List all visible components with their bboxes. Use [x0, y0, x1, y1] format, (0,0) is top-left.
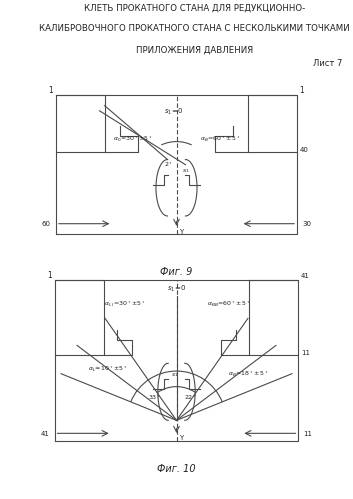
- Text: Фиг. 9: Фиг. 9: [160, 267, 193, 277]
- Text: $2^\circ$: $2^\circ$: [164, 160, 173, 169]
- Text: $\alpha_0\!=\!30^\circ\!\pm\!5^\circ$: $\alpha_0\!=\!30^\circ\!\pm\!5^\circ$: [113, 135, 153, 145]
- Text: 11: 11: [304, 431, 313, 437]
- Text: Y: Y: [179, 435, 183, 441]
- Text: 1: 1: [47, 270, 52, 279]
- Text: $\alpha_{BB}\!=\!60^\circ\!\pm\!5^\circ$: $\alpha_{BB}\!=\!60^\circ\!\pm\!5^\circ$: [207, 299, 250, 309]
- Text: Фиг. 10: Фиг. 10: [157, 465, 196, 475]
- Text: 1: 1: [300, 86, 304, 95]
- Text: ПРИЛОЖЕНИЯ ДАВЛЕНИЯ: ПРИЛОЖЕНИЯ ДАВЛЕНИЯ: [136, 45, 253, 54]
- Text: 11: 11: [301, 350, 310, 356]
- Text: $s_1$: $s_1$: [171, 371, 179, 379]
- Text: Лист 7: Лист 7: [313, 59, 342, 68]
- Text: $\alpha_L\!\approx\!10^\circ\!\pm\!5^\circ$: $\alpha_L\!\approx\!10^\circ\!\pm\!5^\ci…: [88, 364, 128, 374]
- Text: $s_1\!=\!0$: $s_1\!=\!0$: [167, 283, 186, 294]
- Text: 40: 40: [300, 147, 309, 153]
- Text: 41: 41: [301, 272, 310, 278]
- Text: $s_1\!=\!0$: $s_1\!=\!0$: [164, 106, 184, 117]
- Text: $\alpha_B\!=\!60^\circ\!\pm\!5^\circ$: $\alpha_B\!=\!60^\circ\!\pm\!5^\circ$: [200, 135, 240, 145]
- Text: $33^\circ$: $33^\circ$: [148, 393, 161, 402]
- Text: 41: 41: [41, 431, 49, 437]
- Text: $\alpha_B\!\approx\!18^\circ\!\pm\!5^\circ$: $\alpha_B\!\approx\!18^\circ\!\pm\!5^\ci…: [228, 369, 269, 379]
- Text: КАЛИБРОВОЧНОГО ПРОКАТНОГО СТАНА С НЕСКОЛЬКИМИ ТОЧКАМИ: КАЛИБРОВОЧНОГО ПРОКАТНОГО СТАНА С НЕСКОЛ…: [39, 24, 349, 33]
- Text: 30: 30: [302, 221, 311, 227]
- Text: Y: Y: [179, 229, 183, 235]
- Text: 1: 1: [49, 86, 53, 95]
- Text: 60: 60: [42, 221, 51, 227]
- Text: $\alpha_{I,I}\!=\!30^\circ\!\pm\!5^\circ$: $\alpha_{I,I}\!=\!30^\circ\!\pm\!5^\circ…: [104, 300, 145, 309]
- Text: КЛЕТЬ ПРОКАТНОГО СТАНА ДЛЯ РЕДУКЦИОННО-: КЛЕТЬ ПРОКАТНОГО СТАНА ДЛЯ РЕДУКЦИОННО-: [84, 3, 305, 12]
- Text: $22^\circ$: $22^\circ$: [184, 393, 197, 402]
- Text: $s_1$: $s_1$: [182, 167, 189, 175]
